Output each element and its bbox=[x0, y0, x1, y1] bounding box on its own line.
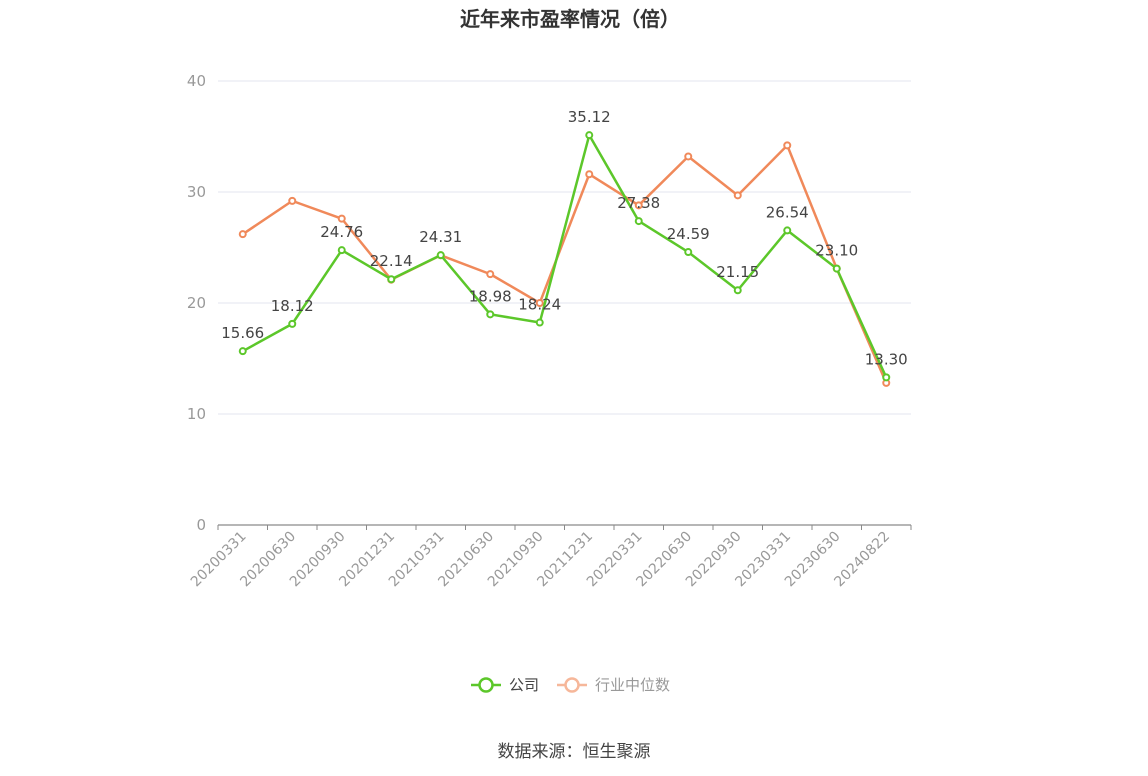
data-point bbox=[238, 230, 247, 239]
y-tick-label: 20 bbox=[187, 294, 206, 312]
data-labels: 15.66 18.12 24.76 22.14 24.31 18.98 18.24 35.12… bbox=[221, 108, 907, 368]
series-line-0 bbox=[242, 133, 888, 378]
legend-marker bbox=[478, 677, 494, 693]
source-note: 数据来源：恒生聚源 bbox=[498, 742, 651, 762]
data-point bbox=[535, 318, 544, 327]
data-point bbox=[238, 347, 247, 356]
data-point bbox=[882, 373, 891, 382]
data-point bbox=[486, 310, 495, 319]
data-label: 35.12 bbox=[568, 108, 611, 126]
y-tick-label: 10 bbox=[187, 405, 206, 423]
data-point bbox=[634, 217, 643, 226]
data-label: 27.38 bbox=[617, 194, 660, 212]
data-label: 13.30 bbox=[865, 350, 908, 368]
data-label: 26.54 bbox=[766, 203, 809, 221]
data-label: 23.10 bbox=[815, 242, 858, 260]
data-point bbox=[783, 226, 792, 235]
data-point bbox=[288, 196, 297, 205]
y-axis: 0 10 20 30 40 bbox=[187, 72, 206, 534]
x-axis: 2020033120200630202009302020123120210331… bbox=[188, 524, 912, 590]
legend-label: 公司 bbox=[509, 676, 539, 694]
data-point bbox=[436, 251, 445, 260]
data-point bbox=[387, 275, 396, 284]
grid bbox=[218, 80, 911, 415]
data-point bbox=[832, 264, 841, 273]
data-point bbox=[585, 131, 594, 140]
y-tick-label: 40 bbox=[187, 72, 206, 90]
y-tick-label: 30 bbox=[187, 183, 206, 201]
data-point bbox=[535, 299, 544, 307]
data-point bbox=[486, 270, 495, 279]
data-label: 15.66 bbox=[221, 324, 264, 342]
legend-label: 行业中位数 bbox=[595, 676, 670, 694]
legend-marker bbox=[564, 677, 580, 693]
data-point bbox=[288, 319, 297, 328]
data-point bbox=[733, 286, 742, 295]
data-point bbox=[337, 246, 346, 255]
legend[interactable]: 公司 行业中位数 bbox=[471, 676, 670, 694]
chart-title: 近年来市盈率情况（倍） bbox=[460, 7, 680, 31]
data-point bbox=[634, 201, 643, 210]
data-label: 22.14 bbox=[370, 252, 413, 270]
data-label: 21.15 bbox=[716, 263, 759, 281]
data-point bbox=[337, 214, 346, 223]
data-point bbox=[684, 152, 693, 161]
data-point bbox=[585, 170, 594, 179]
legend-item-1[interactable]: 行业中位数 bbox=[557, 676, 670, 694]
data-label: 24.76 bbox=[320, 223, 363, 241]
data-label: 18.12 bbox=[271, 297, 314, 315]
legend-item-0[interactable]: 公司 bbox=[471, 676, 539, 694]
data-point bbox=[733, 191, 742, 200]
y-tick-label: 0 bbox=[196, 516, 206, 534]
data-point bbox=[684, 248, 693, 257]
series-line-1 bbox=[242, 144, 888, 384]
data-label: 18.24 bbox=[518, 296, 561, 314]
series-group bbox=[238, 131, 891, 387]
data-label: 24.59 bbox=[667, 225, 710, 243]
data-label: 18.98 bbox=[469, 287, 512, 305]
data-point bbox=[783, 141, 792, 150]
data-label: 24.31 bbox=[419, 228, 462, 246]
